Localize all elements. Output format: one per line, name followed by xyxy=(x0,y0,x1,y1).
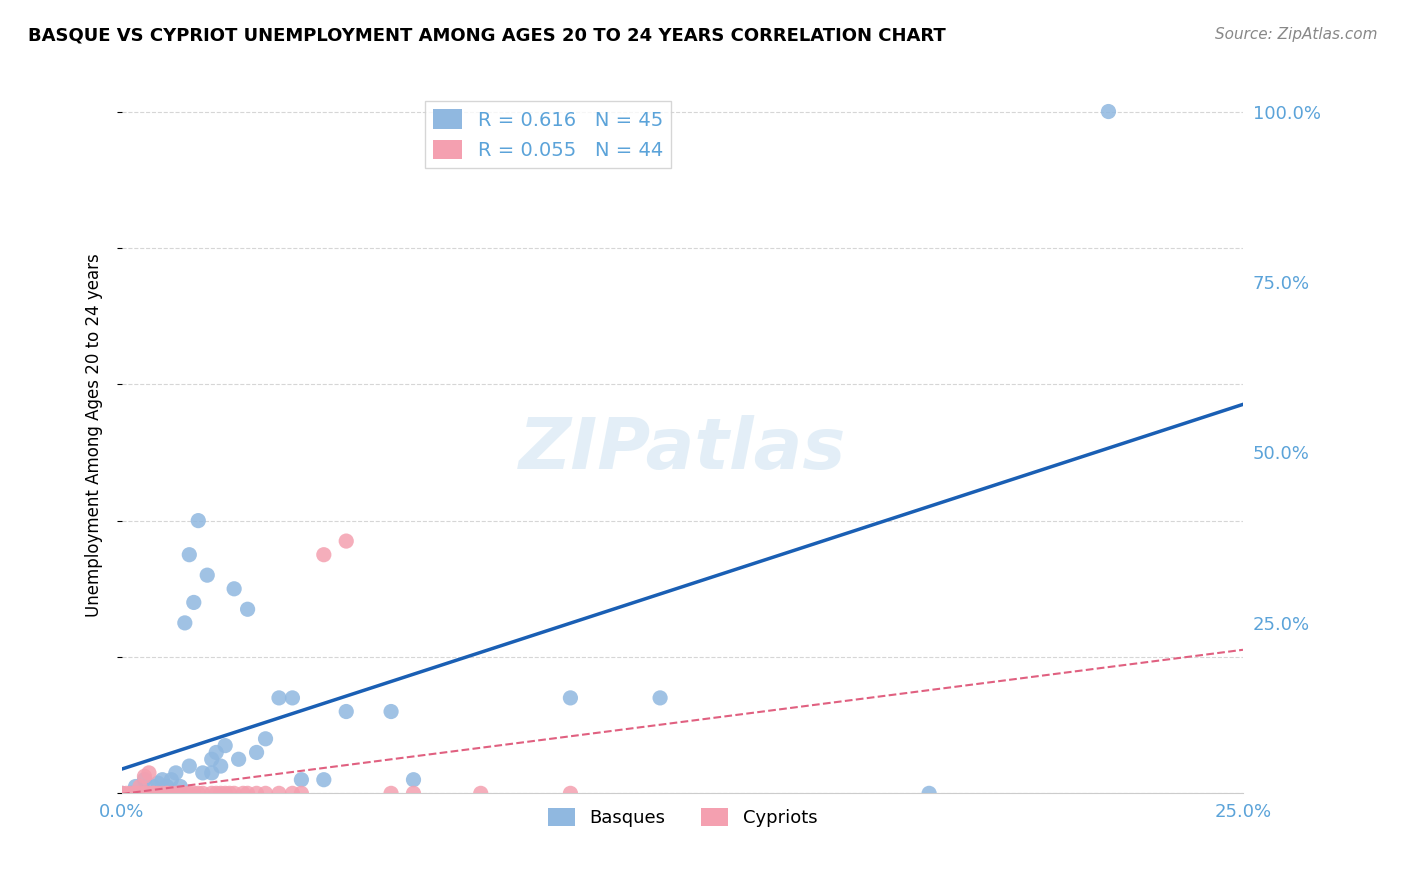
Point xyxy=(142,786,165,800)
Point xyxy=(142,780,165,794)
Point xyxy=(290,772,312,787)
Point xyxy=(156,786,179,800)
Point xyxy=(152,786,174,800)
Point xyxy=(380,786,402,800)
Point xyxy=(187,786,209,800)
Point xyxy=(183,786,205,800)
Point xyxy=(224,582,246,596)
Point xyxy=(160,786,183,800)
Point xyxy=(201,786,224,800)
Point xyxy=(129,786,152,800)
Point xyxy=(111,786,134,800)
Point xyxy=(209,786,232,800)
Text: ZIPatlas: ZIPatlas xyxy=(519,415,846,484)
Point xyxy=(134,769,156,783)
Point xyxy=(201,765,224,780)
Point xyxy=(134,772,156,787)
Point xyxy=(134,786,156,800)
Point xyxy=(254,786,277,800)
Point xyxy=(160,772,183,787)
Point xyxy=(173,615,195,630)
Point xyxy=(152,772,174,787)
Text: BASQUE VS CYPRIOT UNEMPLOYMENT AMONG AGES 20 TO 24 YEARS CORRELATION CHART: BASQUE VS CYPRIOT UNEMPLOYMENT AMONG AGE… xyxy=(28,27,946,45)
Point xyxy=(918,786,941,800)
Point xyxy=(560,786,582,800)
Point xyxy=(470,786,492,800)
Point xyxy=(236,786,259,800)
Point xyxy=(402,786,425,800)
Point xyxy=(335,534,357,549)
Point xyxy=(156,780,179,794)
Point xyxy=(290,786,312,800)
Point xyxy=(146,776,169,790)
Point xyxy=(129,786,152,800)
Point xyxy=(236,602,259,616)
Point xyxy=(209,759,232,773)
Point xyxy=(138,786,160,800)
Point xyxy=(191,786,214,800)
Point xyxy=(224,786,246,800)
Text: Source: ZipAtlas.com: Source: ZipAtlas.com xyxy=(1215,27,1378,42)
Point xyxy=(312,772,335,787)
Point xyxy=(165,786,187,800)
Point xyxy=(335,705,357,719)
Point xyxy=(245,786,267,800)
Point xyxy=(169,786,191,800)
Point xyxy=(134,786,156,800)
Point xyxy=(183,595,205,609)
Point xyxy=(165,786,187,800)
Point xyxy=(195,568,218,582)
Point xyxy=(124,780,146,794)
Point xyxy=(201,752,224,766)
Point xyxy=(267,690,290,705)
Point xyxy=(120,786,142,800)
Point xyxy=(179,786,201,800)
Point xyxy=(138,786,160,800)
Point xyxy=(245,746,267,760)
Point xyxy=(115,786,138,800)
Point xyxy=(214,786,236,800)
Point xyxy=(156,786,179,800)
Point xyxy=(205,746,228,760)
Point xyxy=(228,752,250,766)
Point xyxy=(120,786,142,800)
Point xyxy=(124,786,146,800)
Point xyxy=(312,548,335,562)
Point xyxy=(179,759,201,773)
Point xyxy=(165,765,187,780)
Legend: Basques, Cypriots: Basques, Cypriots xyxy=(540,801,825,834)
Point xyxy=(218,786,240,800)
Point xyxy=(267,786,290,800)
Point xyxy=(179,548,201,562)
Point xyxy=(124,786,146,800)
Point xyxy=(138,765,160,780)
Point xyxy=(142,786,165,800)
Point xyxy=(254,731,277,746)
Point xyxy=(281,786,304,800)
Point xyxy=(205,786,228,800)
Point xyxy=(173,786,195,800)
Point xyxy=(129,780,152,794)
Point xyxy=(146,786,169,800)
Point xyxy=(380,705,402,719)
Point xyxy=(111,786,134,800)
Point xyxy=(191,765,214,780)
Point xyxy=(232,786,254,800)
Point xyxy=(560,690,582,705)
Point xyxy=(156,786,179,800)
Point xyxy=(169,780,191,794)
Point xyxy=(648,690,671,705)
Point xyxy=(1097,104,1119,119)
Point xyxy=(146,786,169,800)
Point xyxy=(214,739,236,753)
Point xyxy=(187,514,209,528)
Y-axis label: Unemployment Among Ages 20 to 24 years: Unemployment Among Ages 20 to 24 years xyxy=(86,253,103,617)
Point xyxy=(402,772,425,787)
Point xyxy=(281,690,304,705)
